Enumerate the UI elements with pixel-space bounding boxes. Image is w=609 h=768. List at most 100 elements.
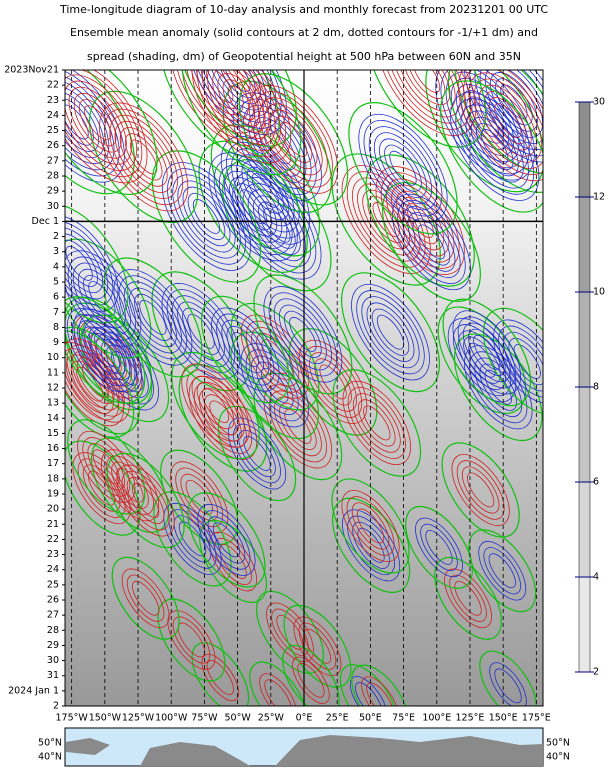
zero-contour: [447, 70, 543, 194]
contour: [106, 344, 144, 392]
contour: [77, 268, 126, 329]
contour: [170, 461, 229, 534]
x-tick-label: 100°E: [422, 713, 451, 724]
contour: [498, 325, 543, 398]
contour: [263, 286, 343, 383]
contour: [375, 166, 465, 275]
contour: [503, 331, 543, 392]
contour: [462, 322, 511, 383]
y-tick-label: 29: [47, 640, 59, 651]
zero-contour: [181, 70, 302, 176]
zero-contour: [111, 556, 180, 640]
zero-contour: [157, 598, 226, 682]
x-tick-label: 125°W: [122, 713, 155, 724]
contour: [229, 177, 278, 237]
y-tick-label: 26: [47, 140, 59, 151]
zero-contour: [65, 330, 135, 439]
y-tick-label: 24: [47, 564, 59, 575]
y-tick-label: 4: [53, 261, 59, 272]
contour: [233, 423, 281, 484]
contour: [425, 529, 453, 565]
contour: [465, 110, 524, 183]
contour: [384, 144, 422, 192]
grid: [62, 69, 543, 707]
zero-contour: [153, 491, 232, 587]
contour: [455, 98, 535, 195]
contour: [358, 113, 448, 223]
y-tick-label: 27: [47, 155, 59, 166]
contour: [292, 656, 330, 704]
y-tick-label: 27: [47, 610, 59, 621]
contour: [76, 366, 104, 402]
contour: [187, 313, 215, 349]
contour: [488, 553, 516, 589]
x-tick-label: 150°E: [489, 713, 518, 724]
colorbar-band: [578, 196, 591, 293]
contour: [248, 84, 339, 194]
contour: [250, 355, 299, 416]
contour: [214, 537, 252, 586]
contour: [356, 290, 425, 375]
contour: [238, 429, 276, 478]
contour: [402, 70, 451, 106]
colorbar-band: [578, 291, 591, 388]
y-tick-label: 19: [47, 489, 59, 500]
y-tick-label: 17: [47, 458, 59, 469]
contour: [454, 580, 482, 616]
contour: [171, 295, 231, 368]
contour: [473, 78, 542, 163]
zero-contour: [442, 298, 532, 407]
contour: [376, 314, 405, 350]
contour: [113, 269, 193, 366]
y-tick-label: 18: [47, 473, 59, 484]
colorbar-band: [578, 481, 591, 578]
contour: [463, 70, 543, 176]
contour: [273, 298, 332, 371]
y-tick-label: 11: [47, 367, 59, 378]
x-tick-label: 175°E: [522, 713, 551, 724]
zero-contour: [191, 642, 250, 706]
contour: [361, 296, 420, 369]
contour: [449, 574, 487, 622]
contour: [392, 70, 461, 118]
contour: [87, 443, 126, 491]
y-tick-label: 23: [47, 95, 59, 106]
contour: [212, 70, 271, 139]
contour: [268, 390, 327, 463]
contour: [73, 92, 122, 153]
y-tick-label: 21: [47, 519, 59, 530]
contour: [226, 325, 265, 374]
contour: [415, 517, 463, 578]
y-tick-label: 29: [47, 186, 59, 197]
contour: [92, 449, 120, 485]
zero-contour: [351, 664, 409, 706]
contour: [483, 90, 532, 151]
contour: [402, 206, 461, 278]
contour: [274, 115, 313, 163]
plot-frame: [64, 69, 544, 707]
contour: [479, 363, 518, 411]
contour: [196, 70, 286, 158]
contour: [65, 86, 105, 158]
contour: [124, 133, 163, 181]
contour: [201, 70, 281, 152]
y-tick-label: 3: [53, 246, 59, 257]
contour: [417, 224, 446, 260]
contour: [211, 307, 280, 392]
zero-contour: [67, 419, 146, 515]
contour: [469, 351, 528, 424]
contour: [341, 490, 400, 562]
contour: [468, 72, 543, 169]
map-label: 40°N: [546, 752, 570, 763]
contour: [352, 393, 401, 453]
zero-contour: [331, 478, 410, 574]
contour: [258, 201, 296, 249]
y-tick-label: Dec 1: [32, 216, 59, 227]
contour: [77, 430, 136, 503]
contour: [72, 314, 131, 386]
contour: [468, 328, 506, 376]
y-tick-label: 2: [53, 701, 59, 712]
contour: [420, 523, 458, 571]
zero-contour: [405, 505, 473, 589]
contour: [227, 85, 256, 121]
